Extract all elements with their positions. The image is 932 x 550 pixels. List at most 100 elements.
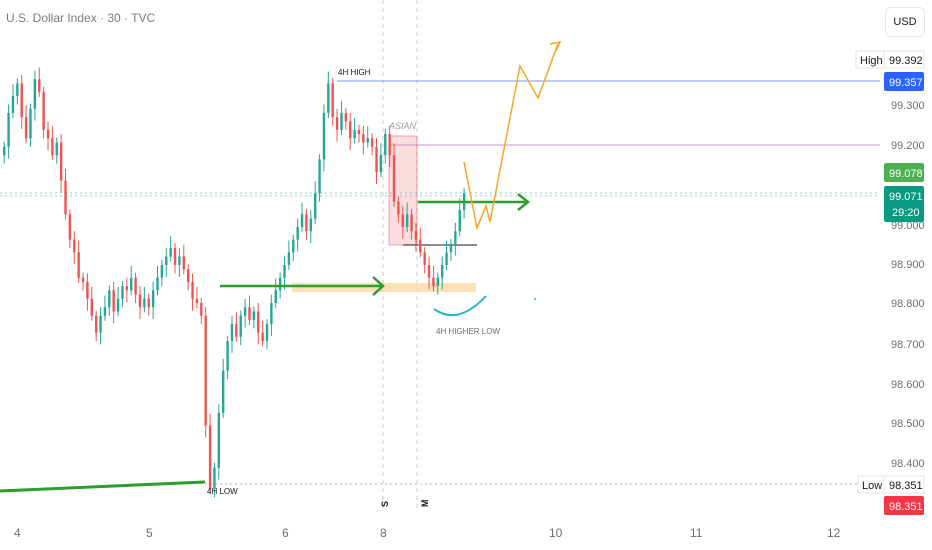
green-arrow-lower[interactable] — [220, 276, 385, 296]
candle-body — [77, 252, 80, 278]
candle-body — [362, 134, 365, 143]
candle-body — [261, 332, 264, 342]
time-tick: 10 — [549, 526, 563, 540]
candle-body — [178, 256, 181, 265]
candle-body — [235, 324, 238, 337]
candle-body — [94, 315, 98, 333]
candle-body — [73, 239, 76, 253]
candle-body — [344, 112, 348, 122]
candle-body — [419, 239, 422, 253]
level-4h-high-value: 99.357 — [889, 77, 923, 89]
candle-body — [11, 96, 15, 113]
candle-body — [397, 201, 400, 215]
candle-body — [265, 324, 269, 342]
price-tick: 99.300 — [891, 100, 925, 112]
candle-body — [169, 248, 172, 257]
low-tag-value: 98.351 — [889, 501, 923, 513]
candle-body — [226, 341, 229, 371]
candle-body — [252, 311, 256, 320]
candle-body — [24, 117, 28, 139]
annotation-4h-low: 4H LOW — [207, 487, 238, 496]
candle-body — [296, 226, 299, 240]
candle-body — [99, 315, 102, 333]
candle-body — [370, 138, 374, 147]
candle-body — [130, 277, 133, 291]
candle-body — [283, 265, 286, 278]
symbol-title[interactable]: U.S. Dollar Index · 30 · TVC — [6, 11, 156, 25]
candle-body — [173, 248, 177, 265]
high-value: 99.392 — [889, 55, 923, 67]
candle-body — [213, 467, 216, 489]
candle-body — [270, 303, 273, 325]
candle-body — [366, 138, 369, 143]
time-axis[interactable]: 4 5 6 8 10 11 12 — [14, 526, 841, 540]
candle-body — [349, 121, 352, 139]
high-label: High — [860, 55, 883, 67]
candle-body — [16, 83, 19, 97]
price-tick: 98.900 — [891, 259, 925, 271]
candle-body — [388, 134, 391, 156]
candle-body — [379, 155, 383, 173]
candle-body — [138, 294, 142, 308]
candle-body — [151, 290, 155, 308]
level-4h-high-tag — [884, 72, 924, 91]
time-tick: 12 — [827, 526, 841, 540]
price-tick: 99.000 — [891, 220, 925, 232]
candle-body — [292, 239, 295, 253]
candle-body — [116, 298, 120, 312]
candle-body — [191, 281, 194, 299]
annotation-asian: ASIAN — [388, 121, 417, 131]
price-tick: 98.600 — [891, 379, 925, 391]
candle-body — [20, 83, 23, 118]
candle-body — [436, 277, 440, 287]
price-scale[interactable]: 99.300 99.200 99.000 98.900 98.800 98.70… — [891, 100, 925, 470]
price-tick: 98.500 — [891, 418, 925, 430]
time-tick: 8 — [380, 526, 387, 540]
candle-body — [305, 214, 308, 232]
candle-body — [427, 265, 431, 278]
candle-body — [38, 79, 41, 92]
candle-body — [357, 129, 361, 135]
candle-body — [327, 83, 330, 113]
currency-button[interactable]: USD — [885, 7, 925, 37]
candle-body — [449, 243, 453, 253]
candle-body — [147, 298, 150, 308]
projection-path[interactable] — [463, 43, 559, 231]
candle-body — [405, 214, 409, 227]
candle-body — [331, 83, 334, 118]
candle-body — [287, 252, 291, 265]
higher-low-curve[interactable] — [433, 295, 487, 317]
candle-body — [375, 146, 378, 173]
candle-body — [322, 112, 326, 160]
candle-body — [384, 134, 387, 156]
green-arrow-upper[interactable] — [418, 193, 531, 211]
support-band[interactable] — [292, 283, 476, 292]
candle-body — [55, 142, 58, 156]
candle-body — [59, 142, 63, 181]
candle-body — [103, 307, 107, 316]
current-price-value: 99.078 — [889, 168, 923, 180]
candle-body — [121, 286, 124, 299]
candle-body — [313, 193, 317, 219]
trend-line[interactable] — [0, 480, 206, 493]
candle-body — [7, 112, 10, 147]
candle-body — [165, 256, 168, 265]
candle-body — [340, 112, 343, 130]
last-price-tag — [884, 186, 924, 222]
time-tick: 6 — [282, 526, 289, 540]
candle-body — [29, 108, 32, 139]
candle-body — [239, 315, 242, 337]
candle-body — [454, 231, 457, 244]
session-marker-m: M — [420, 500, 430, 508]
session-marker-s: S — [380, 501, 390, 507]
candle-body — [243, 307, 247, 316]
candle-body — [125, 286, 129, 291]
candle-body — [186, 269, 190, 282]
candle-body — [458, 210, 461, 232]
candle-body — [143, 298, 146, 308]
last-price-value: 99.071 — [889, 191, 923, 203]
candle-body — [230, 324, 234, 342]
candle-body — [401, 214, 404, 227]
high-value-box — [883, 50, 925, 69]
